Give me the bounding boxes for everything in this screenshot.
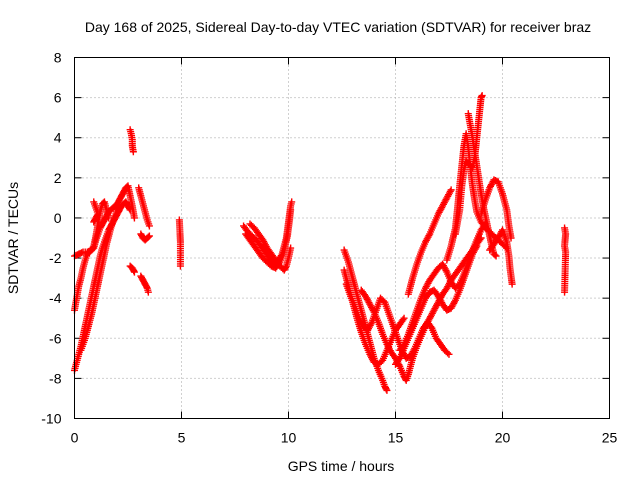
- y-axis-label: SDTVAR / TECUs: [5, 182, 21, 294]
- data-point: [367, 320, 375, 328]
- y-tick-label: 2: [54, 170, 62, 186]
- series-trace-k: [175, 216, 184, 270]
- data-point: [442, 266, 450, 274]
- data-point: [369, 307, 377, 315]
- data-point: [130, 268, 138, 276]
- data-point: [492, 252, 500, 260]
- y-tick-label: 8: [54, 50, 62, 66]
- y-tick-labels: -10 -8 -6 -4 -2 0 2 4 6 8: [41, 50, 61, 427]
- data-point: [395, 356, 403, 364]
- x-axis-label: GPS time / hours: [288, 458, 395, 474]
- series-trace-u: [392, 242, 481, 368]
- series-trace-g: [126, 262, 138, 276]
- data-point: [473, 242, 481, 250]
- data-point: [143, 283, 151, 291]
- data-point: [125, 205, 133, 213]
- data-point: [89, 243, 97, 251]
- grid: [74, 57, 610, 419]
- series-trace-za: [561, 224, 570, 296]
- data-points: [71, 92, 570, 394]
- data-point: [382, 385, 390, 393]
- data-point: [425, 232, 433, 240]
- data-point: [145, 222, 153, 230]
- series-trace-n: [246, 220, 295, 274]
- x-tick-label: 15: [388, 430, 404, 446]
- series-trace-y: [477, 176, 515, 242]
- data-point: [126, 206, 134, 214]
- y-tick-label: -8: [49, 370, 62, 386]
- data-point: [491, 251, 499, 259]
- series-trace-h: [135, 184, 153, 230]
- data-point: [447, 186, 455, 194]
- data-point: [144, 233, 152, 241]
- data-point: [561, 288, 569, 296]
- data-point: [115, 202, 123, 210]
- data-point: [90, 218, 98, 226]
- series-trace-r: [357, 234, 485, 384]
- data-point: [478, 92, 486, 100]
- x-tick-label: 20: [495, 430, 511, 446]
- data-point: [451, 298, 459, 306]
- x-tick-label: 0: [71, 430, 79, 446]
- data-point: [130, 267, 138, 275]
- y-tick-label: -2: [49, 250, 62, 266]
- series-trace-d: [71, 198, 113, 260]
- data-point: [445, 350, 453, 358]
- data-point: [399, 316, 407, 324]
- x-tick-label: 25: [602, 430, 618, 446]
- data-point: [176, 262, 184, 270]
- x-tick-label: 10: [281, 430, 297, 446]
- series-trace-c: [77, 202, 123, 354]
- data-point: [383, 386, 391, 394]
- series-trace-i: [137, 230, 153, 244]
- tick-marks: [74, 57, 610, 419]
- data-point: [287, 244, 295, 252]
- series-trace-e: [90, 198, 102, 226]
- y-tick-label: 0: [54, 210, 62, 226]
- data-point: [446, 187, 454, 195]
- series-trace-j: [137, 272, 152, 296]
- data-point: [288, 198, 296, 206]
- data-point: [130, 214, 138, 222]
- y-tick-label: 4: [54, 130, 62, 146]
- data-point: [129, 148, 137, 156]
- series-trace-o: [340, 246, 391, 394]
- y-tick-label: -4: [49, 290, 62, 306]
- y-tick-label: -10: [41, 411, 61, 427]
- series-trace-w: [451, 92, 486, 238]
- data-point: [472, 244, 480, 252]
- series-trace-f: [126, 126, 137, 156]
- data-point: [115, 203, 123, 211]
- data-point: [444, 349, 452, 357]
- series-trace-z: [486, 226, 516, 288]
- data-point: [105, 214, 113, 222]
- data-point: [400, 314, 408, 322]
- data-point: [144, 288, 152, 296]
- x-tick-label: 5: [178, 430, 186, 446]
- series-trace-s: [404, 186, 455, 298]
- y-tick-label: 6: [54, 90, 62, 106]
- x-tick-labels: 0 5 10 15 20 25: [71, 430, 618, 446]
- data-point: [287, 206, 295, 214]
- plot-frame: [74, 57, 610, 419]
- chart-title: Day 168 of 2025, Sidereal Day-to-day VTE…: [85, 19, 591, 35]
- data-point: [282, 263, 290, 271]
- data-point: [90, 217, 98, 225]
- data-point: [508, 280, 516, 288]
- data-point: [145, 232, 153, 240]
- y-tick-label: -6: [49, 330, 62, 346]
